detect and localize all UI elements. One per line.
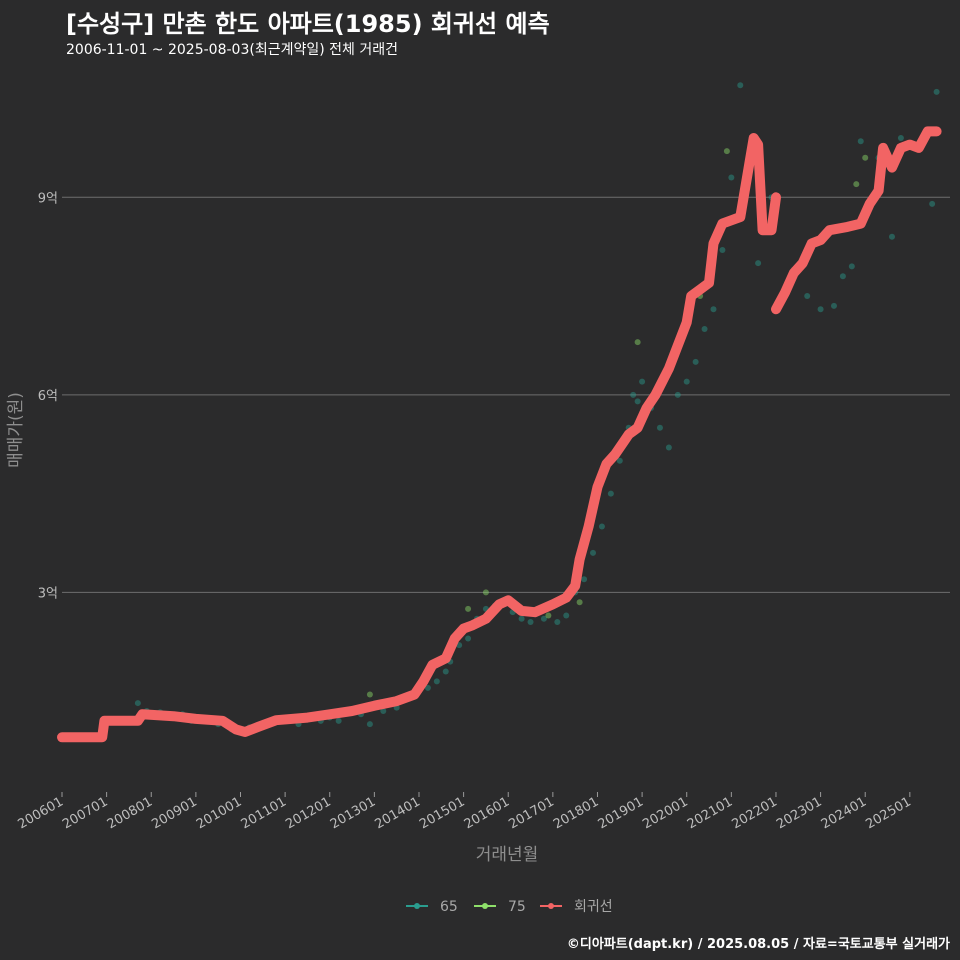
legend-marker bbox=[414, 903, 420, 909]
data-point-65 bbox=[634, 398, 641, 405]
data-point-65 bbox=[848, 263, 855, 270]
y-axis-ticks: 3억 6억 9억 bbox=[38, 191, 58, 601]
data-point-65 bbox=[639, 378, 646, 385]
x-tick-label: 201001 bbox=[194, 794, 244, 832]
data-point-65 bbox=[590, 549, 597, 556]
x-tick-label: 202401 bbox=[819, 794, 869, 832]
x-tick-label: 200701 bbox=[60, 794, 110, 832]
data-point-75 bbox=[465, 605, 472, 612]
data-point-75 bbox=[853, 181, 860, 188]
x-tick-label: 201901 bbox=[596, 794, 646, 832]
x-tick-label: 200901 bbox=[149, 794, 199, 832]
data-point-75 bbox=[482, 589, 489, 596]
regression-lines bbox=[57, 126, 942, 743]
x-tick-label: 201301 bbox=[328, 794, 378, 832]
data-point-65 bbox=[710, 306, 717, 313]
data-point-65 bbox=[839, 273, 846, 280]
data-point-65 bbox=[830, 302, 837, 309]
chart-subtitle: 2006-11-01 ~ 2025-08-03(최근계약일) 전체 거래건 bbox=[66, 42, 398, 58]
data-point-65 bbox=[817, 306, 824, 313]
x-tick-label: 201801 bbox=[551, 794, 601, 832]
data-point-65 bbox=[888, 233, 895, 240]
legend-label: 회귀선 bbox=[574, 899, 613, 915]
grid bbox=[62, 196, 950, 593]
x-tick-label: 200801 bbox=[105, 794, 155, 832]
legend-marker bbox=[548, 903, 554, 909]
data-point-65 bbox=[857, 138, 864, 145]
chart-title: [수성구] 만촌 한도 아파트(1985) 회귀선 예측 bbox=[66, 10, 550, 38]
legend-item-regression: 회귀선 bbox=[540, 899, 613, 915]
y-tick-label: 9억 bbox=[38, 191, 58, 206]
data-point-75 bbox=[576, 599, 583, 606]
data-point-65 bbox=[442, 668, 449, 675]
data-point-65 bbox=[692, 358, 699, 365]
data-point-65 bbox=[804, 293, 811, 300]
x-tick-label: 201401 bbox=[372, 794, 422, 832]
x-tick-label: 200601 bbox=[16, 794, 66, 832]
x-tick-label: 201501 bbox=[417, 794, 467, 832]
data-point-65 bbox=[719, 246, 726, 253]
data-point-65 bbox=[581, 576, 588, 583]
x-tick-label: 201601 bbox=[462, 794, 512, 832]
data-point-65 bbox=[540, 615, 547, 622]
x-tick-label: 201201 bbox=[283, 794, 333, 832]
y-tick-label: 3억 bbox=[38, 586, 58, 601]
data-point-65 bbox=[737, 82, 744, 89]
data-point-75 bbox=[862, 154, 869, 161]
footer-credit: ©디아파트(dapt.kr) / 2025.08.05 / 자료=국토교통부 실… bbox=[566, 937, 950, 952]
legend-label: 75 bbox=[508, 899, 526, 915]
y-tick-label: 6억 bbox=[38, 389, 58, 404]
data-point-65 bbox=[380, 707, 387, 714]
data-point-65 bbox=[929, 200, 936, 207]
x-tick-label: 202501 bbox=[863, 794, 913, 832]
data-point-65 bbox=[616, 457, 623, 464]
legend-item-s75: 75 bbox=[474, 899, 526, 915]
data-point-65 bbox=[897, 134, 904, 141]
data-point-75 bbox=[634, 339, 641, 346]
legend-label: 65 bbox=[440, 899, 458, 915]
y-axis-title: 매매가(원) bbox=[6, 392, 26, 468]
x-tick-label: 202201 bbox=[729, 794, 779, 832]
data-point-65 bbox=[674, 391, 681, 398]
data-point-65 bbox=[335, 717, 342, 724]
regression-line bbox=[57, 133, 781, 743]
data-point-65 bbox=[527, 619, 534, 626]
data-point-65 bbox=[563, 612, 570, 619]
data-point-65 bbox=[433, 678, 440, 685]
data-point-65 bbox=[598, 523, 605, 530]
regression-line bbox=[771, 126, 942, 315]
data-point-65 bbox=[630, 391, 637, 398]
x-tick-label: 201101 bbox=[239, 794, 289, 832]
data-point-65 bbox=[366, 721, 373, 728]
data-point-65 bbox=[424, 684, 431, 691]
x-tick-label: 202101 bbox=[685, 794, 735, 832]
data-point-75 bbox=[545, 612, 552, 619]
data-point-75 bbox=[723, 148, 730, 155]
x-tick-label: 202301 bbox=[774, 794, 824, 832]
data-point-65 bbox=[665, 444, 672, 451]
scatter-points bbox=[134, 82, 940, 733]
data-point-65 bbox=[134, 700, 141, 707]
data-point-65 bbox=[933, 88, 940, 95]
legend-marker bbox=[482, 903, 488, 909]
x-tick-label: 202001 bbox=[640, 794, 690, 832]
data-point-65 bbox=[656, 424, 663, 431]
data-point-65 bbox=[518, 615, 525, 622]
legend: 65 75 회귀선 bbox=[406, 899, 613, 915]
x-axis-ticks: 2006012007012008012009012010012011012012… bbox=[16, 792, 914, 832]
data-point-75 bbox=[366, 691, 373, 698]
data-point-65 bbox=[465, 635, 472, 642]
legend-item-s65: 65 bbox=[406, 899, 458, 915]
x-tick-label: 201701 bbox=[506, 794, 556, 832]
data-point-65 bbox=[554, 619, 561, 626]
data-point-65 bbox=[683, 378, 690, 385]
data-point-65 bbox=[728, 174, 735, 181]
data-point-65 bbox=[701, 325, 708, 332]
data-point-65 bbox=[607, 490, 614, 497]
data-point-65 bbox=[755, 260, 762, 267]
x-axis-title: 거래년월 bbox=[476, 845, 539, 865]
